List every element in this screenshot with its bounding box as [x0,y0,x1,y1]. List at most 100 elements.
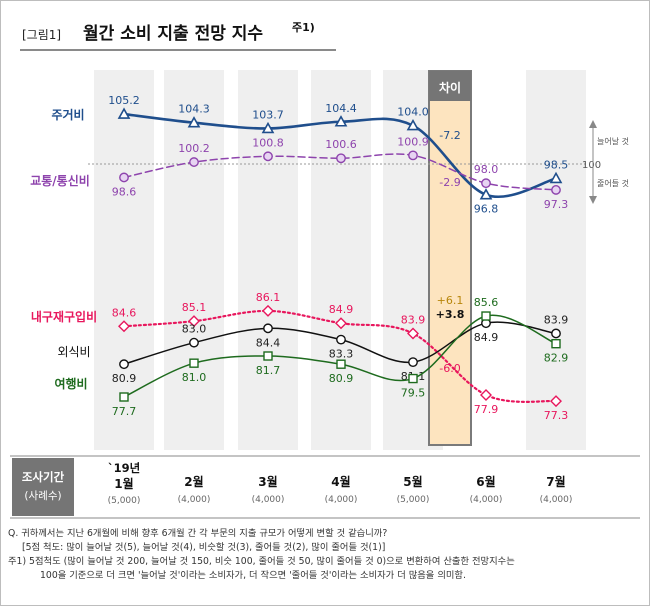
dining-data-label: 83.3 [329,348,354,361]
reference-label: 100 [582,160,601,171]
transport-series-name: 교통/통신비 [30,173,90,188]
category-label: 1월 [114,476,133,491]
difference-column [428,70,472,446]
transport-data-label: 98.0 [474,163,499,176]
transport-marker [336,153,346,164]
housing-data-label: 98.5 [544,158,569,171]
travel-marker [551,339,561,349]
column-band [311,70,371,450]
transport-marker [408,150,418,161]
durable-data-label: 77.9 [474,403,499,416]
category-band-bg [10,456,640,518]
travel-data-label: 81.0 [182,371,207,384]
category-label: 2월 [184,474,203,489]
note-footnote-1: 주1) 5점척도 (많이 늘어날 것 200, 늘어날 것 150, 비슷 10… [8,556,515,567]
transport-marker [551,185,561,195]
dining-data-label: 84.4 [256,336,281,349]
durable-data-label: 84.9 [329,303,354,316]
travel-marker [408,373,418,384]
dining-marker [551,328,561,339]
transport-data-label: 98.6 [112,185,137,198]
travel-data-label: 81.7 [256,364,281,377]
housing-marker [187,116,201,128]
chart-title: 월간 소비 지출 전망 지수 [83,24,263,44]
durable-series-name: 내구재구입비 [31,309,97,324]
title-superscript: 주1) [292,21,315,34]
housing-marker [261,121,275,134]
durable-marker [262,304,274,317]
travel-marker [336,359,346,369]
durable-marker [335,317,347,330]
travel-marker [263,351,273,361]
housing-series-name: 주거비 [51,107,84,122]
transport-data-label: 100.2 [178,142,210,155]
durable-data-label: 84.6 [112,306,137,319]
housing-marker [549,171,563,184]
dining-marker [119,359,129,370]
durable-data-label: 85.1 [182,301,207,314]
housing-data-label: 104.3 [178,103,210,116]
travel-marker [189,358,199,368]
transport-marker [263,151,273,162]
durable-difference: -6.0 [439,362,460,375]
travel-data-label: 85.6 [474,296,499,309]
travel-data-label: 82.9 [544,352,569,365]
durable-data-label: 86.1 [256,291,281,304]
travel-data-label: 77.7 [112,405,137,418]
category-sample: (4,000) [325,495,358,505]
travel-difference: +6.1 [437,294,464,307]
category-sample: (4,000) [178,495,211,505]
category-year-label: `19년 [108,461,140,475]
difference-header-bg [429,71,471,101]
housing-data-label: 105.2 [108,94,140,107]
durable-marker [550,395,562,408]
transport-marker [119,172,129,183]
figure-label: [그림1] [22,28,61,42]
dining-marker [189,337,199,348]
column-band [238,70,298,450]
transport-data-label: 97.3 [544,198,569,211]
travel-marker [119,392,129,402]
row-header-line1: 조사기간 [22,470,65,484]
housing-difference: -7.2 [439,129,460,142]
row-header-bg [12,458,74,516]
reference-arrow-up [589,120,597,128]
dining-difference: +3.8 [436,308,465,321]
category-sample: (5,000) [108,496,141,506]
transport-data-label: 100.8 [252,136,284,149]
durable-data-label: 77.3 [544,409,569,422]
travel-data-label: 80.9 [329,372,354,385]
notes: Q. 귀하께서는 지난 6개월에 비해 향후 6개월 간 각 부문의 지출 규모… [8,527,642,583]
housing-marker [479,188,493,200]
housing-data-label: 96.8 [474,203,499,216]
durable-data-label: 83.9 [401,313,426,326]
housing-data-label: 103.7 [252,108,284,121]
transport-marker [481,178,491,189]
reference-down-label: 줄어들 것 [597,178,629,188]
reference-arrow-down [589,196,597,204]
transport-data-label: 100.9 [397,135,429,148]
dining-data-label: 84.9 [474,331,499,344]
durable-marker [407,327,419,340]
transport-data-label: 100.6 [325,138,357,151]
reference-up-label: 늘어날 것 [597,136,629,146]
dining-data-label: 83.0 [182,323,207,336]
dining-series-name: 외식비 [57,345,90,359]
travel-data-label: 79.5 [401,387,426,400]
housing-marker [117,107,131,119]
durable-marker [188,315,200,328]
transport-marker [189,157,199,167]
dining-data-label: 83.9 [544,313,569,326]
housing-data-label: 104.0 [397,106,429,119]
dining-marker [263,323,273,334]
column-band [164,70,224,450]
column-band [526,70,586,450]
housing-marker [334,115,348,127]
travel-series-name: 여행비 [54,376,87,391]
transport-difference: -2.9 [439,176,460,189]
durable-marker [480,388,492,401]
category-label: 4월 [331,474,350,489]
category-sample: (4,000) [540,495,573,505]
category-label: 6월 [476,474,495,489]
